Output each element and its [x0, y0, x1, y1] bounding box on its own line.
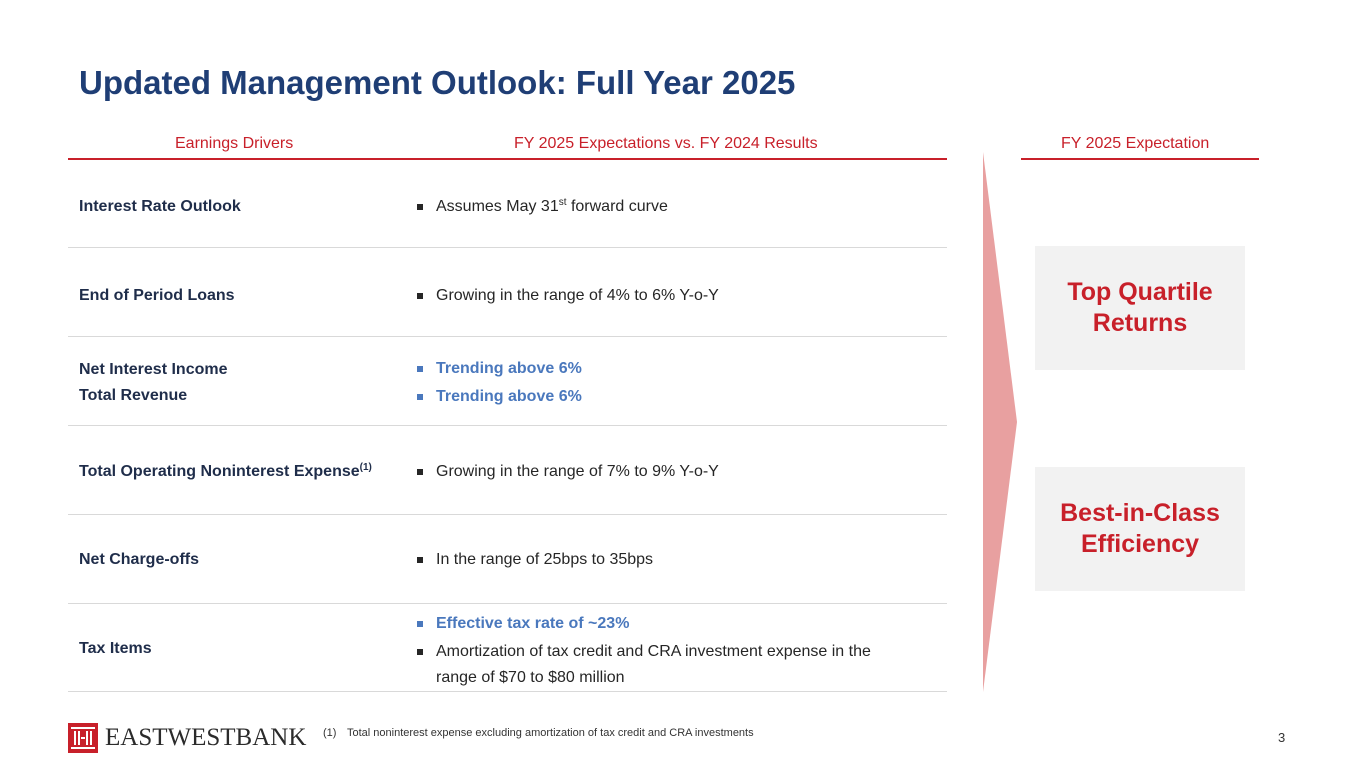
bullet-net-charge-offs: In the range of 25bps to 35bps — [417, 547, 917, 573]
outcome-header-rule — [1021, 158, 1259, 160]
driver-net-charge-offs: Net Charge-offs — [79, 551, 200, 568]
row-divider — [68, 691, 947, 692]
driver-interest-rate-outlook: Interest Rate Outlook — [79, 198, 241, 215]
bullet-end-of-period-loans: Growing in the range of 4% to 6% Y-o-Y — [417, 283, 917, 309]
bullet-marker — [417, 621, 423, 627]
bullet-marker — [417, 649, 423, 655]
row-divider — [68, 603, 947, 604]
row-divider — [68, 247, 947, 248]
bullet-marker — [417, 204, 423, 210]
row-divider — [68, 336, 947, 337]
bullet-marker — [417, 394, 423, 400]
driver-end-of-period-loans: End of Period Loans — [79, 287, 235, 304]
bank-logo-icon — [68, 723, 98, 753]
footnote-text: Total noninterest expense excluding amor… — [347, 727, 754, 739]
bullet-interest-rate-outlook: Assumes May 31st forward curve — [417, 194, 917, 220]
bullet-net-interest-income: Trending above 6% — [417, 356, 917, 382]
page-title: Updated Management Outlook: Full Year 20… — [79, 64, 796, 101]
page-number: 3 — [1278, 730, 1286, 745]
driver-net-interest-income: Net Interest Income — [79, 361, 228, 378]
logo-wordmark: EASTWESTBANK — [105, 724, 307, 751]
bullet-marker — [417, 366, 423, 372]
footnote: (1) Total noninterest expense excluding a… — [323, 727, 754, 739]
column-header-earnings-drivers: Earnings Drivers — [175, 135, 294, 152]
chevron-shape — [983, 152, 1017, 692]
bullet-total-revenue: Trending above 6% — [417, 384, 917, 410]
row-divider — [68, 514, 947, 515]
table-header-rule — [68, 158, 947, 160]
east-west-bank-logo: EASTWESTBANK — [68, 723, 306, 753]
driver-total-operating-noninterest-expense: Total Operating Noninterest Expense(1) — [79, 462, 372, 481]
bullet-effective-tax-rate: Effective tax rate of ~23% — [417, 611, 917, 637]
bullet-marker — [417, 469, 423, 475]
driver-total-revenue: Total Revenue — [79, 387, 188, 404]
chevron-arrow-graphic — [983, 152, 1017, 692]
bullet-marker — [417, 293, 423, 299]
row-divider — [68, 425, 947, 426]
driver-tax-items: Tax Items — [79, 640, 152, 657]
bullet-amortization-tax-credit: Amortization of tax credit and CRA inves… — [417, 639, 907, 691]
outcome-top-quartile-returns: Top Quartile Returns — [1035, 246, 1245, 370]
column-header-expectations: FY 2025 Expectations vs. FY 2024 Results — [514, 135, 818, 152]
bullet-marker — [417, 557, 423, 563]
outcome-best-in-class-efficiency: Best-in-Class Efficiency — [1035, 467, 1245, 591]
footnote-number: (1) — [323, 727, 337, 739]
bullet-total-operating-noninterest-expense: Growing in the range of 7% to 9% Y-o-Y — [417, 459, 917, 485]
column-header-fy-expectation: FY 2025 Expectation — [1061, 135, 1210, 152]
